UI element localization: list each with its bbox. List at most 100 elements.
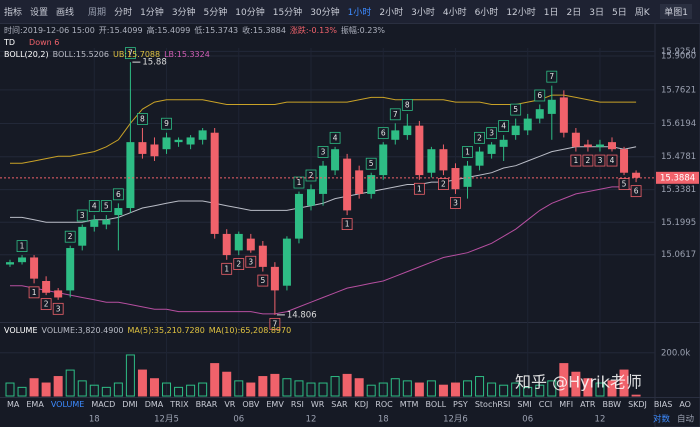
- indicator-tab[interactable]: BBW: [602, 400, 622, 409]
- period-button[interactable]: 10分钟: [235, 8, 265, 18]
- volume-bar: [113, 382, 123, 397]
- td-badge: [618, 178, 630, 190]
- period-button[interactable]: 2日: [566, 8, 582, 18]
- volume-bar: [186, 384, 196, 397]
- volume-bar: [17, 386, 27, 397]
- footer-button[interactable]: 对数: [653, 414, 671, 425]
- y-tick-label: 15.9060: [661, 52, 696, 62]
- indicator-tab[interactable]: BIAS: [653, 400, 673, 409]
- boll-item: BOLL(20,2): [4, 49, 49, 59]
- period-button[interactable]: 5日: [611, 8, 627, 18]
- indicator-tab[interactable]: SMI: [517, 400, 532, 409]
- period-button[interactable]: 1小时: [347, 8, 372, 18]
- indicator-tab[interactable]: ATR: [580, 400, 596, 409]
- td-badge: [498, 120, 510, 132]
- td-badge: [450, 197, 461, 209]
- volume-bar: [535, 384, 545, 397]
- period-button[interactable]: 3日: [589, 8, 604, 18]
- indicator-tab[interactable]: MA: [7, 400, 20, 409]
- volume-bar: [414, 382, 424, 397]
- indicator-tab[interactable]: CCI: [538, 400, 553, 409]
- volume-item: MA(10):65,208.8970: [208, 325, 292, 335]
- indicator-tab[interactable]: RSI: [290, 400, 304, 409]
- boll-legend: BOLL(20,2) BOLL:15.5206 UB:15.7088 LB:15.33…: [0, 48, 210, 60]
- period-button[interactable]: 6小时: [474, 8, 499, 18]
- period-button[interactable]: 分时: [114, 8, 133, 18]
- indicator-tab[interactable]: DMI: [122, 400, 138, 409]
- td-badge-label: 5: [369, 159, 374, 168]
- volume-bar: [511, 382, 521, 397]
- indicator-tab[interactable]: SKDJ: [628, 400, 647, 409]
- tool-button[interactable]: 画线: [56, 8, 75, 18]
- volume-bar: [390, 378, 400, 397]
- indicator-tab[interactable]: OBV: [242, 400, 260, 409]
- td-badge-label: 1: [573, 156, 578, 165]
- volume-bar: [53, 376, 63, 397]
- td-badge-label: 5: [104, 202, 109, 211]
- volume-bar: [402, 380, 412, 397]
- volume-bar: [222, 371, 232, 397]
- indicator-tab[interactable]: KDJ: [354, 400, 369, 409]
- td-badge: [365, 157, 377, 170]
- candle-body: [222, 233, 231, 256]
- x-tick-label: 18: [89, 415, 100, 425]
- td-badge: [534, 89, 546, 102]
- info-line: 时间:2019-12-06 15:00 开:15.4099 高:15.4099 低:1…: [0, 24, 385, 36]
- indicator-tab[interactable]: MFI: [559, 400, 574, 409]
- period-button[interactable]: 12小时: [506, 8, 536, 18]
- indicator-tab[interactable]: EMA: [26, 400, 44, 409]
- indicator-tab[interactable]: EMV: [266, 400, 284, 409]
- indicator-tab[interactable]: AO: [679, 400, 691, 409]
- period-button[interactable]: 2小时: [379, 8, 404, 18]
- volume-bar: [607, 380, 617, 397]
- indicator-tab[interactable]: VOLUME: [50, 400, 85, 409]
- period-button[interactable]: 3小时: [411, 8, 435, 18]
- period-button[interactable]: 1日: [543, 8, 559, 18]
- td-badge: [100, 200, 112, 212]
- td-badge-label: 6: [116, 190, 121, 199]
- candle-body: [403, 125, 412, 136]
- candle-body: [427, 149, 436, 173]
- indicator-tab[interactable]: MTM: [399, 400, 419, 409]
- candle-body: [499, 139, 508, 147]
- td-badge: [630, 185, 642, 198]
- candle-body: [30, 257, 39, 279]
- td-badge-label: 3: [80, 211, 85, 220]
- period-button[interactable]: 1分钟: [140, 8, 164, 18]
- layout-button[interactable]: 单图1: [660, 4, 692, 19]
- indicator-tab[interactable]: BOLL: [425, 400, 447, 409]
- indicator-tab[interactable]: TRIX: [170, 400, 189, 409]
- candle-body: [379, 144, 388, 176]
- volume-bar: [41, 382, 51, 397]
- indicator-tab[interactable]: MACD: [91, 400, 116, 409]
- indicator-tab[interactable]: WR: [310, 400, 325, 409]
- indicator-tab[interactable]: VR: [224, 400, 236, 409]
- footer-button[interactable]: 自动: [677, 414, 695, 425]
- period-button[interactable]: 周K: [634, 8, 650, 18]
- candle-body: [343, 158, 352, 211]
- candle-body: [463, 165, 472, 187]
- period-button[interactable]: 3分钟: [171, 8, 196, 18]
- td-badge-label: 7: [128, 49, 133, 58]
- indicator-tab[interactable]: StochRSI: [474, 400, 511, 409]
- td-badge-label: 5: [260, 276, 265, 285]
- indicator-tab[interactable]: PSY: [453, 400, 468, 409]
- indicator-tab[interactable]: SAR: [331, 400, 348, 409]
- period-button[interactable]: 15分钟: [272, 8, 303, 18]
- period-button[interactable]: 4小时: [442, 8, 467, 18]
- period-button[interactable]: 30分钟: [310, 8, 340, 18]
- tool-button[interactable]: 指标: [4, 8, 23, 18]
- candle-body: [415, 125, 424, 176]
- tool-button[interactable]: 设置: [30, 8, 49, 18]
- indicator-tab[interactable]: BRAR: [195, 400, 218, 409]
- period-button[interactable]: 5分钟: [203, 8, 228, 18]
- indicator-tab[interactable]: DMA: [144, 400, 164, 409]
- td-badge-label: 7: [272, 319, 277, 328]
- td-badge: [317, 146, 329, 158]
- candle-body: [523, 118, 532, 131]
- volume-item: VOLUME: [4, 325, 38, 335]
- td-badge-label: 2: [68, 232, 73, 241]
- candle-body: [487, 144, 496, 154]
- indicator-tab[interactable]: ROC: [375, 400, 393, 409]
- candle-body: [6, 262, 14, 265]
